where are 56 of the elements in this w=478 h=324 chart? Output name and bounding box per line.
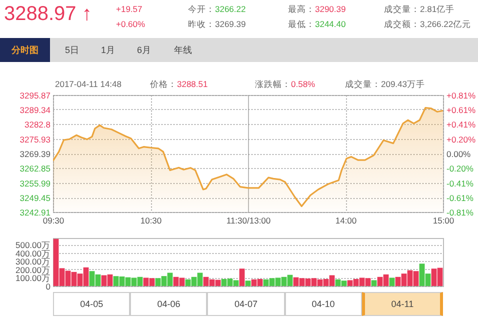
text: 最低：3244.40 <box>288 19 346 29</box>
chart-title: 3288.97 ↑ <box>4 3 92 26</box>
text: 04-06 <box>130 292 208 316</box>
text: 成交量：209.43万手 <box>345 79 425 89</box>
x-tick-label: 11:30/13:00 <box>226 216 271 226</box>
bar <box>245 280 251 286</box>
text: 04-07 <box>207 292 285 316</box>
y-tick-label: 500.00万 <box>16 240 50 250</box>
text: 5日 <box>64 44 80 57</box>
text: 涨跌幅：0.58% <box>255 79 316 89</box>
text: 价格：3288.51 <box>150 79 208 89</box>
text: 04-05 <box>53 292 130 316</box>
text: -0.81% <box>446 208 474 218</box>
text: +0.20% <box>446 134 476 145</box>
text: 1月 <box>100 44 116 57</box>
text: 最高：3290.39 <box>288 4 346 14</box>
y-tick-label: 200.00万 <box>16 264 50 275</box>
y-tick-label: 3249.45 <box>20 193 51 204</box>
bar <box>371 280 377 286</box>
y-tick-label: 400.00万 <box>16 248 50 258</box>
text: 04-11 <box>362 292 444 316</box>
text: 今开：3266.22 <box>188 4 246 14</box>
text: 成交量：2.81亿手 <box>384 4 455 14</box>
y-tick-label: 3269.39 <box>20 149 51 159</box>
text: -0.61% <box>446 193 474 204</box>
bar <box>389 278 395 286</box>
text: +0.81% <box>446 90 476 100</box>
text: +19.57 <box>116 4 142 14</box>
x-tick-label: 15:00 <box>432 216 454 226</box>
y-tick-label: 3255.99 <box>20 178 51 189</box>
y-tick-label: 3242.91 <box>20 208 51 218</box>
text: 分时图 <box>0 38 50 62</box>
y-tick-label: 100.00万 <box>16 273 50 284</box>
text: -0.20% <box>446 163 474 174</box>
y-tick-label: 3275.93 <box>20 134 51 145</box>
x-tick-label: 14:00 <box>335 216 357 226</box>
y-tick-label: 3282.8 <box>24 119 51 130</box>
x-tick-label: 10:30 <box>140 216 162 226</box>
text: +0.60% <box>116 19 146 29</box>
y-tick-label: 3262.85 <box>20 163 51 174</box>
text: 年线 <box>173 44 193 57</box>
y-tick-label: 300.00万 <box>16 256 50 267</box>
text: 0.00% <box>446 149 471 159</box>
y-tick-label: 0 <box>46 282 51 292</box>
text: 04-10 <box>284 292 362 316</box>
text: 成交额：3,266.22亿元 <box>384 19 472 29</box>
bar <box>239 268 245 286</box>
text: -0.41% <box>446 178 474 189</box>
text: 2017-04-11 14:48 <box>55 79 122 89</box>
text: +0.61% <box>446 104 476 115</box>
x-tick-label: 09:30 <box>42 216 64 226</box>
y-tick-label: 3289.34 <box>20 104 51 115</box>
text: 6月 <box>136 44 152 57</box>
y-tick-label: 3295.87 <box>20 90 51 100</box>
text: 昨收：3269.39 <box>188 19 246 29</box>
text: +0.41% <box>446 119 476 130</box>
